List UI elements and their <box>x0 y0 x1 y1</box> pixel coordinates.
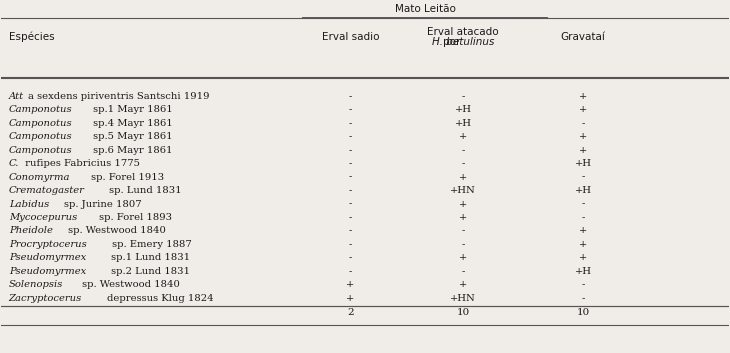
Text: Camponotus: Camponotus <box>9 105 72 114</box>
Text: sp.1 Mayr 1861: sp.1 Mayr 1861 <box>91 105 173 114</box>
Text: +H: +H <box>455 119 472 128</box>
Text: +: + <box>579 132 588 141</box>
Text: +: + <box>346 294 355 303</box>
Text: sp.5 Mayr 1861: sp.5 Mayr 1861 <box>91 132 173 141</box>
Text: -: - <box>349 105 352 114</box>
Text: +HN: +HN <box>450 186 476 195</box>
Text: sp. Forel 1893: sp. Forel 1893 <box>96 213 172 222</box>
Text: +: + <box>579 227 588 235</box>
Text: -: - <box>349 92 352 101</box>
Text: +: + <box>459 280 467 289</box>
Text: -: - <box>349 253 352 262</box>
Text: +H: +H <box>575 186 592 195</box>
Text: -: - <box>349 267 352 276</box>
Text: Pheidole: Pheidole <box>9 227 53 235</box>
Text: sp. Emery 1887: sp. Emery 1887 <box>109 240 191 249</box>
Text: -: - <box>349 186 352 195</box>
Text: +: + <box>579 92 588 101</box>
Text: H. betulinus: H. betulinus <box>432 37 494 47</box>
Text: +H: +H <box>575 267 592 276</box>
Text: +: + <box>459 213 467 222</box>
Text: depressus Klug 1824: depressus Klug 1824 <box>107 294 213 303</box>
Text: +: + <box>459 199 467 209</box>
Text: -: - <box>582 213 585 222</box>
Text: Procryptocerus: Procryptocerus <box>9 240 86 249</box>
Text: -: - <box>349 132 352 141</box>
Text: sp. Jurine 1807: sp. Jurine 1807 <box>64 199 142 209</box>
Text: -: - <box>582 199 585 209</box>
Text: C.: C. <box>9 159 19 168</box>
Text: a sexdens piriventris Santschi 1919: a sexdens piriventris Santschi 1919 <box>28 92 210 101</box>
Text: Crematogaster: Crematogaster <box>9 186 85 195</box>
Text: -: - <box>349 159 352 168</box>
Text: -: - <box>349 213 352 222</box>
Text: Pseudomyrmex: Pseudomyrmex <box>9 253 86 262</box>
Text: -: - <box>349 119 352 128</box>
Text: sp.2 Lund 1831: sp.2 Lund 1831 <box>108 267 190 276</box>
Text: -: - <box>582 294 585 303</box>
Text: rufipes Fabricius 1775: rufipes Fabricius 1775 <box>22 159 140 168</box>
Text: Espécies: Espécies <box>9 32 54 42</box>
Text: -: - <box>461 227 465 235</box>
Text: Mato Leitão: Mato Leitão <box>394 4 456 14</box>
Text: -: - <box>461 92 465 101</box>
Text: sp. Lund 1831: sp. Lund 1831 <box>106 186 182 195</box>
Text: Labidus: Labidus <box>9 199 52 209</box>
Text: -: - <box>349 146 352 155</box>
Text: Att: Att <box>9 92 24 101</box>
Text: 10: 10 <box>456 308 470 317</box>
Text: 10: 10 <box>577 308 590 317</box>
Text: sp.1 Lund 1831: sp.1 Lund 1831 <box>108 253 190 262</box>
Text: -: - <box>349 173 352 181</box>
Text: sp. Forel 1913: sp. Forel 1913 <box>88 173 164 181</box>
Text: +: + <box>459 132 467 141</box>
Text: Mycocepurus: Mycocepurus <box>9 213 77 222</box>
Text: 2: 2 <box>347 308 354 317</box>
Text: -: - <box>461 267 465 276</box>
Text: Erval sadio: Erval sadio <box>322 32 379 42</box>
Text: sp.6 Mayr 1861: sp.6 Mayr 1861 <box>91 146 173 155</box>
Text: +: + <box>579 146 588 155</box>
Text: -: - <box>349 240 352 249</box>
Text: +: + <box>579 253 588 262</box>
Text: +: + <box>579 105 588 114</box>
Text: +H: +H <box>575 159 592 168</box>
Text: Camponotus: Camponotus <box>9 119 72 128</box>
Text: -: - <box>582 119 585 128</box>
Text: -: - <box>461 146 465 155</box>
Text: sp. Westwood 1840: sp. Westwood 1840 <box>65 227 166 235</box>
Text: +H: +H <box>455 105 472 114</box>
Text: Gravataí: Gravataí <box>561 32 606 42</box>
Text: +: + <box>579 240 588 249</box>
Text: sp. Westwood 1840: sp. Westwood 1840 <box>79 280 180 289</box>
Text: +: + <box>459 173 467 181</box>
Text: -: - <box>582 280 585 289</box>
Text: -: - <box>349 227 352 235</box>
Text: Pseudomyrmex: Pseudomyrmex <box>9 267 86 276</box>
Text: +: + <box>346 280 355 289</box>
Text: +: + <box>459 253 467 262</box>
Text: por: por <box>442 37 463 47</box>
Text: Conomyrma: Conomyrma <box>9 173 70 181</box>
Text: -: - <box>582 173 585 181</box>
Text: Camponotus: Camponotus <box>9 146 72 155</box>
Text: -: - <box>349 199 352 209</box>
Text: -: - <box>461 240 465 249</box>
Text: Zacryptocerus: Zacryptocerus <box>9 294 85 303</box>
Text: +HN: +HN <box>450 294 476 303</box>
Text: Camponotus: Camponotus <box>9 132 72 141</box>
Text: -: - <box>461 159 465 168</box>
Text: Erval atacado: Erval atacado <box>427 26 499 37</box>
Text: Solenopsis: Solenopsis <box>9 280 63 289</box>
Text: sp.4 Mayr 1861: sp.4 Mayr 1861 <box>91 119 173 128</box>
